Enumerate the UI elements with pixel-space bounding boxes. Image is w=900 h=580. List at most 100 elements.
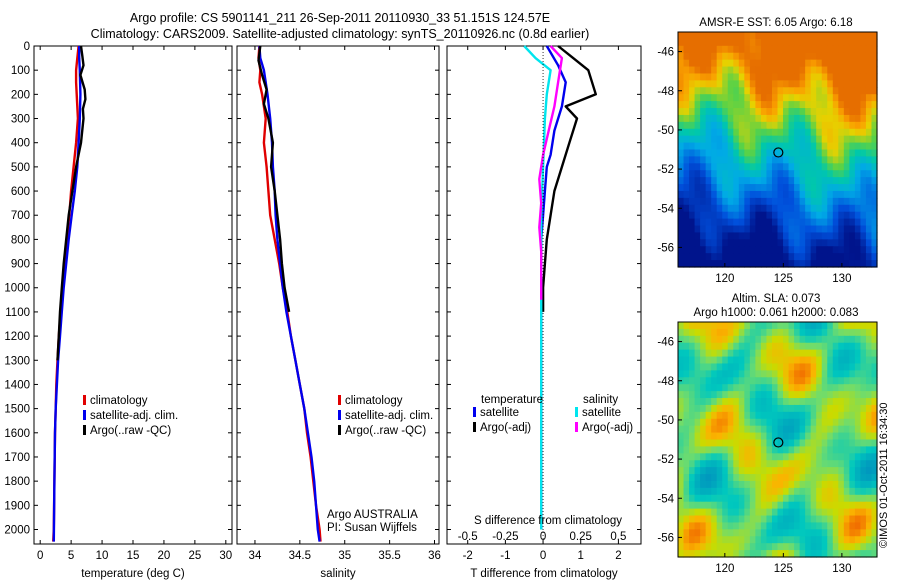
y-tick-label: 300 — [11, 114, 30, 126]
legend-title: temperature — [481, 394, 543, 406]
legend-label: Argo(..raw -QC) — [90, 425, 171, 437]
x-tick-label: 130 — [832, 563, 851, 575]
x2-tick-label: -0.5 — [458, 531, 478, 543]
legend-label: Argo(-adj) — [582, 422, 633, 434]
x2-tick-label: 0.5 — [610, 531, 626, 543]
difference-series-2 — [523, 45, 552, 530]
legend-swatch — [83, 425, 86, 435]
difference-x-label: T difference from climatology — [470, 568, 617, 580]
y-tick-label: 1900 — [4, 500, 30, 512]
sla-map-title: Altim. SLA: 0.073 — [732, 293, 821, 305]
legend-label: satellite — [582, 407, 621, 419]
sla_map-frame — [677, 321, 878, 558]
difference-top-label: S difference from climatology — [474, 515, 622, 527]
y-tick-label: 1800 — [4, 476, 30, 488]
sla-map-subtitle: Argo h1000: 0.061 h2000: 0.083 — [694, 307, 859, 319]
y-tick-label: 200 — [11, 89, 30, 101]
x-tick-label: 34.5 — [289, 550, 311, 562]
x-tick-label: 35.5 — [378, 550, 400, 562]
legend-label: Argo(..raw -QC) — [345, 425, 426, 437]
temperature-series-2 — [56, 45, 87, 361]
annotation-label: PI: Susan Wijffels — [327, 522, 417, 534]
y-tick-label: -48 — [657, 376, 674, 388]
y-tick-label: -56 — [657, 242, 674, 254]
x2-tick-label: 0 — [540, 531, 546, 543]
y-tick-label: -46 — [657, 337, 674, 349]
y-tick-label: 900 — [11, 259, 30, 271]
x-tick-label: 5 — [68, 550, 74, 562]
legend-swatch — [575, 407, 578, 417]
y-tick-label: -52 — [657, 164, 674, 176]
salinity-series-2 — [257, 45, 291, 313]
x-tick-label: 0 — [540, 550, 546, 562]
y-tick-label: -48 — [657, 86, 674, 98]
y-tick-label: 600 — [11, 186, 30, 198]
y-tick-label: -54 — [657, 493, 674, 505]
sla_map-image — [678, 322, 878, 558]
chart-subtitle: Climatology: CARS2009. Satellite-adjuste… — [90, 27, 590, 41]
difference-frame — [446, 45, 642, 545]
y-tick-label: 0 — [24, 41, 30, 53]
y-tick-label: 700 — [11, 210, 30, 222]
y-tick-label: 1000 — [4, 283, 30, 295]
legend-label: satellite — [480, 407, 519, 419]
salinity-x-label: salinity — [320, 568, 355, 580]
x-tick-label: 30 — [219, 550, 232, 562]
x-tick-label: 20 — [158, 550, 171, 562]
x-tick-label: 2 — [615, 550, 621, 562]
legend-label: satellite-adj. clim. — [90, 410, 178, 422]
x-tick-label: 10 — [96, 550, 109, 562]
temperature-series-0 — [52, 45, 80, 542]
y-tick-label: 1300 — [4, 355, 30, 367]
salinity-frame — [236, 45, 440, 545]
y-tick-label: 1100 — [5, 307, 30, 319]
x-tick-label: 34 — [249, 550, 262, 562]
x2-tick-label: 0.25 — [570, 531, 592, 543]
x-tick-label: 125 — [774, 273, 793, 285]
legend-swatch — [473, 407, 476, 417]
x-tick-label: 125 — [774, 563, 793, 575]
legend-swatch — [83, 395, 86, 405]
salinity-series-1 — [258, 45, 321, 542]
temperature-x-label: temperature (deg C) — [81, 568, 185, 580]
y-tick-label: 1500 — [4, 404, 30, 416]
temperature-series-1 — [52, 46, 82, 542]
legend-label: satellite-adj. clim. — [345, 410, 433, 422]
x-tick-label: 35 — [338, 550, 351, 562]
y-tick-label: -56 — [657, 532, 674, 544]
legend-swatch — [338, 395, 341, 405]
legend-label: Argo(-adj) — [480, 422, 531, 434]
argo-position-marker — [773, 437, 784, 448]
y-tick-label: -52 — [657, 454, 674, 466]
y-tick-label: 100 — [11, 65, 30, 77]
legend-swatch — [575, 422, 578, 432]
copyright-label: ©IMOS 01-Oct-2011 16:34:30 — [878, 402, 890, 548]
x-tick-label: 120 — [715, 563, 734, 575]
difference-series-3 — [538, 45, 564, 300]
y-tick-label: -54 — [657, 203, 674, 215]
legend-title: salinity — [583, 394, 618, 406]
sst_map-frame — [677, 31, 878, 268]
x-tick-label: -2 — [463, 550, 473, 562]
sst-map-title: AMSR-E SST: 6.05 Argo: 6.18 — [699, 17, 852, 29]
y-tick-label: -46 — [657, 47, 674, 59]
x-tick-label: 0 — [37, 550, 43, 562]
legend-swatch — [473, 422, 476, 432]
x-tick-label: 120 — [715, 273, 734, 285]
y-tick-label: 800 — [11, 234, 30, 246]
y-tick-label: 500 — [11, 162, 30, 174]
legend-swatch — [338, 410, 341, 420]
difference-series-1 — [541, 45, 597, 312]
x-tick-label: 15 — [127, 550, 140, 562]
y-tick-label: 1700 — [4, 452, 30, 464]
legend-label: climatology — [90, 395, 148, 407]
y-tick-label: 1600 — [4, 428, 30, 440]
argo-position-marker — [773, 147, 784, 158]
y-tick-label: 400 — [11, 138, 30, 150]
y-tick-label: 2000 — [4, 524, 30, 536]
x-tick-label: 25 — [188, 550, 201, 562]
legend-swatch — [338, 425, 341, 435]
x-tick-label: 36 — [428, 550, 441, 562]
x2-tick-label: -0.25 — [492, 531, 518, 543]
